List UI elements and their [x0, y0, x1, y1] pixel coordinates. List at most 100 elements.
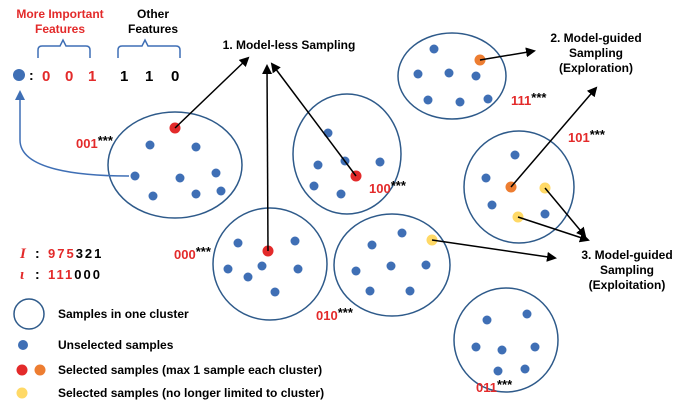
legend-cluster-icon: [13, 298, 45, 330]
sample-dot: [405, 286, 415, 296]
sample-dot: [429, 44, 439, 54]
sample-dot: [471, 71, 481, 81]
modelless-arrow-000: [262, 64, 273, 252]
exploration-arrow-111: [479, 47, 536, 61]
sample-dot: [386, 261, 396, 271]
indicator-black-values: 000: [74, 267, 102, 282]
sample-dot: [413, 69, 423, 79]
cluster-suffix: ***: [98, 133, 114, 148]
cluster-label-111: 111***: [511, 90, 547, 108]
example-sample-dot: [13, 69, 25, 81]
sample-dot: [444, 68, 454, 78]
feature-bit-3: 1: [88, 68, 96, 85]
cluster-suffix: ***: [196, 244, 212, 259]
importance-symbol: I: [19, 246, 27, 262]
legend-selected-yellow-icon: [16, 387, 28, 399]
sample-dot: [481, 173, 491, 183]
indicator-colon: :: [35, 266, 40, 282]
sample-dot: [223, 264, 233, 274]
sample-dot: [482, 315, 492, 325]
sample-dot: [191, 189, 201, 199]
sample-dot: [455, 97, 465, 107]
sample-dot: [270, 287, 280, 297]
sample-dot: [540, 209, 550, 219]
important-features-label-1: More Important: [16, 7, 103, 21]
modelless-title: 1. Model-less Sampling: [223, 38, 356, 52]
important-features-label-2: Features: [35, 22, 85, 36]
legend-selected-red-icon: [16, 364, 28, 376]
important-features-brace: [37, 38, 91, 58]
sample-dot: [293, 264, 303, 274]
cluster-code: 111: [511, 93, 531, 108]
legend-unselected-label: Unselected samples: [58, 338, 174, 352]
exploitation-title-3: (Exploitation): [589, 278, 666, 292]
indicator-values: 111000: [48, 267, 102, 282]
cluster-label-100: 100***: [369, 178, 407, 196]
cluster-label-011: 011***: [476, 377, 513, 395]
importance-colon: :: [35, 245, 40, 261]
sample-dot: [323, 128, 333, 138]
cluster-000: [212, 207, 328, 321]
sample-dot: [365, 286, 375, 296]
exploitation-arrow-101a: [544, 187, 587, 238]
importance-values: 975321: [48, 246, 103, 261]
exploitation-title-1: 3. Model-guided: [581, 248, 672, 262]
sample-dot: [510, 150, 520, 160]
exploration-arrow-101: [510, 86, 598, 188]
cluster-100: [292, 93, 402, 215]
cluster-code: 101: [568, 130, 590, 145]
other-features-label-1: Other: [137, 7, 169, 21]
sample-dot: [351, 266, 361, 276]
sample-dot: [257, 261, 267, 271]
feature-bit-4: 1: [120, 68, 128, 85]
sample-dot: [471, 342, 481, 352]
cluster-101: [463, 130, 575, 244]
cluster-label-001: 001***: [76, 133, 114, 151]
sample-dot: [530, 342, 540, 352]
sample-dot: [367, 240, 377, 250]
sample-dot: [483, 94, 493, 104]
legend-selected-limited-label: Selected samples (max 1 sample each clus…: [58, 363, 322, 377]
cluster-code: 001: [76, 136, 98, 151]
sample-dot: [211, 168, 221, 178]
sample-dot: [175, 173, 185, 183]
cluster-label-101: 101***: [568, 127, 606, 145]
legend-unselected-icon: [18, 340, 28, 350]
cluster-011: [453, 287, 559, 393]
exploration-title-1: 2. Model-guided: [550, 31, 641, 45]
legend-cluster-label: Samples in one cluster: [58, 307, 189, 321]
sample-dot: [309, 181, 319, 191]
cluster-label-010: 010***: [316, 305, 354, 323]
feature-bit-6: 0: [171, 68, 179, 85]
exploitation-title-2: Sampling: [600, 263, 654, 277]
legend-selected-unlimited-label: Selected samples (no longer limited to c…: [58, 386, 324, 400]
cluster-suffix: ***: [338, 305, 354, 320]
cluster-111: [397, 32, 507, 120]
sample-dot: [421, 260, 431, 270]
sample-dot: [191, 142, 201, 152]
legend-selected-orange-icon: [34, 364, 46, 376]
cluster-code: 000: [174, 247, 196, 262]
sample-dot: [243, 272, 253, 282]
indicator-symbol: ι: [20, 267, 24, 283]
sample-dot: [497, 345, 507, 355]
sample-dot: [290, 236, 300, 246]
importance-black-values: 321: [76, 246, 104, 261]
sample-dot: [145, 140, 155, 150]
cluster-code: 011: [476, 380, 497, 395]
exploitation-arrow-010: [431, 239, 557, 262]
cluster-001: [107, 111, 243, 219]
cluster-code: 010: [316, 308, 338, 323]
cluster-suffix: ***: [497, 377, 513, 392]
sample-dot: [487, 200, 497, 210]
other-features-label-2: Features: [128, 22, 178, 36]
sample-dot: [130, 171, 140, 181]
modelless-arrow-001: [174, 56, 250, 129]
feature-bit-1: 0: [42, 68, 50, 85]
sample-dot: [520, 364, 530, 374]
cluster-010: [333, 213, 451, 317]
sample-dot: [336, 189, 346, 199]
modelless-arrow-100: [270, 62, 357, 177]
sample-dot: [375, 157, 385, 167]
